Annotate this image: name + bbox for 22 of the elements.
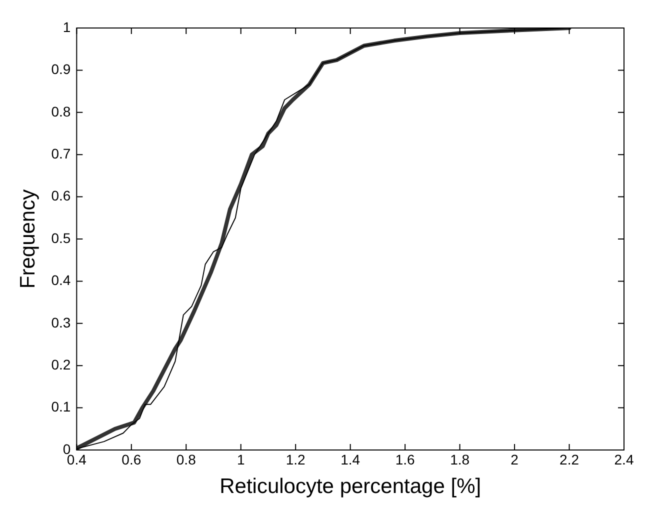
x-tick-label: 0.8 [176, 451, 196, 468]
x-tick-label: 1 [236, 451, 245, 468]
y-tick-label: 1 [62, 18, 71, 35]
y-axis-title: Frequency [16, 188, 40, 289]
x-axis-title: Reticulocyte percentage [%] [220, 475, 482, 498]
x-tick-label: 1.6 [395, 451, 416, 468]
x-tick-label: 1.4 [340, 451, 360, 468]
x-tick-label: 0.6 [122, 451, 142, 468]
y-tick-label: 0.8 [51, 103, 71, 120]
x-tick-label: 2.4 [614, 451, 634, 468]
y-tick-label: 0.6 [51, 188, 71, 204]
y-tick-label: 0.3 [51, 314, 71, 330]
y-tick-label: 0.1 [51, 398, 71, 415]
y-tick-label: 0.5 [51, 230, 71, 246]
y-tick-label: 0.9 [51, 61, 71, 78]
y-tick-label: 0.4 [51, 272, 71, 288]
x-tick-label: 1.8 [450, 451, 470, 468]
x-tick-label: 2.2 [560, 451, 580, 468]
x-tick-label: 2 [510, 451, 519, 468]
y-tick-label: 0.2 [51, 356, 71, 372]
x-tick-label: 1.2 [286, 451, 306, 468]
y-tick-label: 0.7 [51, 145, 71, 162]
